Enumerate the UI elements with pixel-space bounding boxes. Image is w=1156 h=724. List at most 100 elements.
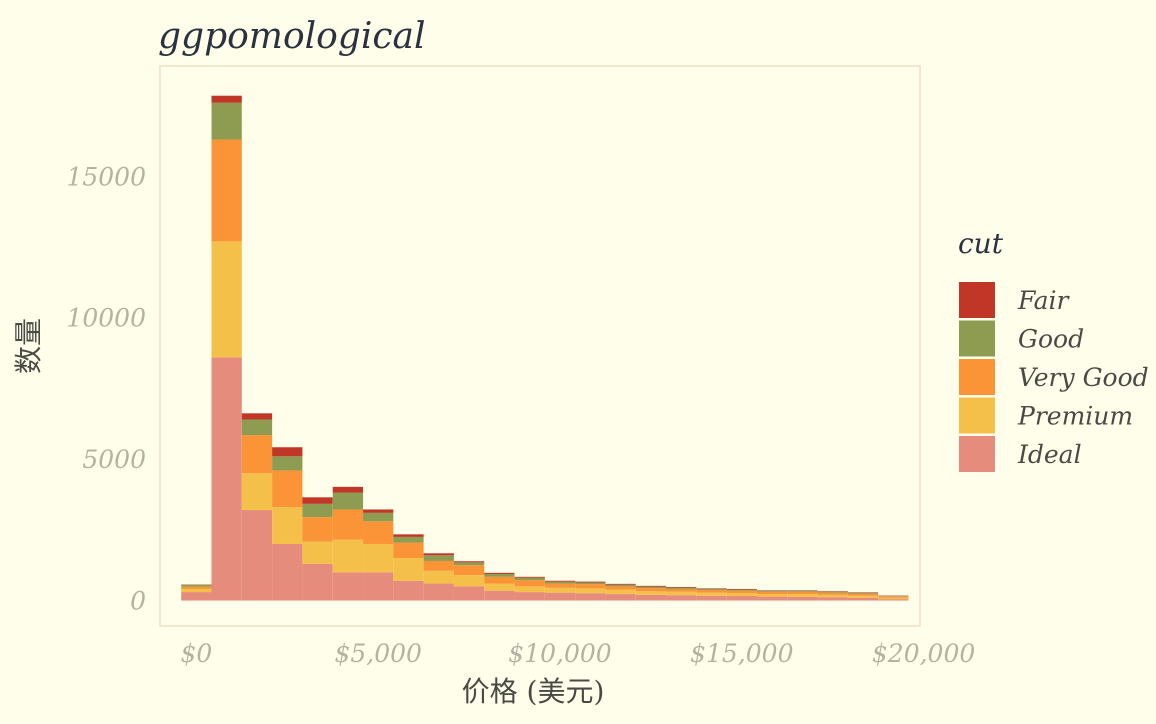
bar-good-23 — [878, 595, 909, 597]
bar-ideal-18 — [726, 596, 757, 601]
bar-ideal-21 — [817, 597, 848, 601]
bar-good-20 — [787, 590, 818, 592]
bar-ideal-14 — [605, 594, 636, 601]
bar-premium-16 — [666, 591, 697, 596]
bar-very-good-2 — [241, 435, 273, 474]
bar-ideal-13 — [575, 593, 606, 601]
x-tick-label: $5,000 — [334, 639, 422, 668]
bar-premium-8 — [423, 570, 454, 584]
bar-very-good-21 — [817, 592, 848, 595]
bar-ideal-7 — [393, 580, 424, 601]
bar-fair-15 — [635, 585, 667, 587]
bar-fair-21 — [817, 591, 848, 592]
x-tick-label: $0 — [180, 639, 212, 668]
y-tick-label: 5000 — [82, 445, 146, 474]
bar-fair-8 — [423, 553, 454, 556]
bar-very-good-11 — [514, 580, 545, 587]
bar-premium-0 — [181, 588, 212, 593]
bar-premium-18 — [726, 593, 757, 597]
bar-premium-20 — [787, 594, 818, 597]
bar-good-10 — [484, 573, 515, 577]
bar-premium-15 — [635, 591, 667, 595]
bar-fair-17 — [696, 588, 727, 589]
bar-fair-19 — [756, 590, 788, 591]
bar-very-good-12 — [544, 583, 576, 588]
bar-very-good-15 — [635, 588, 667, 592]
bar-good-5 — [332, 492, 364, 510]
bar-fair-6 — [363, 509, 394, 513]
bar-good-6 — [363, 512, 394, 522]
bar-premium-12 — [544, 587, 576, 593]
bar-very-good-1 — [211, 139, 242, 242]
bar-ideal-10 — [484, 590, 515, 601]
bar-very-good-7 — [393, 542, 424, 559]
bar-very-good-20 — [787, 591, 818, 595]
bar-fair-1 — [211, 95, 242, 103]
bar-very-good-5 — [332, 509, 364, 540]
bar-very-good-16 — [666, 588, 697, 592]
legend: cut Fair Good Very Good Premium Ideal — [958, 227, 1149, 472]
bar-fair-18 — [726, 588, 757, 590]
bar-ideal-5 — [332, 572, 364, 601]
bar-very-good-23 — [878, 596, 909, 598]
bar-fair-7 — [393, 534, 424, 537]
bar-good-13 — [575, 582, 606, 585]
bar-premium-1 — [211, 241, 242, 358]
legend-label-ideal: Ideal — [1017, 440, 1082, 469]
bar-good-8 — [423, 555, 454, 561]
bar-premium-10 — [484, 583, 515, 591]
bar-premium-14 — [605, 589, 636, 595]
legend-swatch-ideal — [959, 436, 995, 472]
bar-very-good-3 — [272, 470, 303, 508]
bar-premium-7 — [393, 558, 424, 581]
bar-ideal-20 — [787, 596, 818, 601]
legend-swatch-fair — [959, 282, 995, 318]
bar-ideal-11 — [514, 592, 545, 601]
bar-fair-16 — [666, 586, 697, 588]
bar-very-good-17 — [696, 590, 727, 593]
legend-label-very-good: Very Good — [1018, 363, 1149, 392]
bar-good-14 — [605, 584, 636, 587]
bar-premium-21 — [817, 594, 848, 598]
bar-ideal-15 — [635, 594, 667, 601]
bar-fair-22 — [847, 592, 879, 593]
bar-good-4 — [302, 503, 333, 518]
bar-good-3 — [272, 456, 303, 471]
bar-good-17 — [696, 588, 727, 591]
chart-title: ggpomological — [158, 16, 426, 57]
bar-ideal-9 — [453, 586, 485, 601]
bar-ideal-2 — [241, 510, 273, 601]
y-tick-label: 15000 — [66, 162, 146, 191]
bar-fair-9 — [453, 561, 485, 563]
bar-very-good-8 — [423, 560, 454, 571]
bar-fair-4 — [302, 497, 333, 504]
bar-ideal-4 — [302, 563, 333, 601]
y-axis: 0 5000 10000 15000 — [66, 162, 146, 615]
bar-very-good-0 — [181, 586, 212, 589]
y-tick-label: 10000 — [66, 304, 146, 333]
bar-premium-6 — [363, 543, 394, 573]
bar-very-good-18 — [726, 590, 757, 594]
bar-fair-13 — [575, 581, 606, 583]
y-tick-label: 0 — [130, 587, 146, 616]
bar-fair-2 — [241, 413, 273, 420]
bar-good-22 — [847, 592, 879, 594]
bar-good-19 — [756, 590, 788, 592]
bar-good-1 — [211, 102, 242, 140]
bar-ideal-22 — [847, 597, 879, 601]
bar-fair-12 — [544, 580, 576, 582]
bar-good-2 — [241, 419, 273, 436]
bar-ideal-1 — [211, 357, 242, 601]
bar-premium-11 — [514, 586, 545, 593]
panel-border — [159, 65, 921, 627]
bar-good-16 — [666, 587, 697, 589]
bar-good-18 — [726, 589, 757, 591]
bars-layer — [181, 95, 909, 601]
bar-ideal-23 — [878, 599, 909, 601]
x-tick-label: $20,000 — [872, 639, 975, 668]
bar-very-good-13 — [575, 584, 606, 589]
bar-premium-23 — [878, 597, 909, 600]
bar-premium-9 — [453, 575, 485, 587]
legend-swatch-good — [959, 320, 995, 357]
